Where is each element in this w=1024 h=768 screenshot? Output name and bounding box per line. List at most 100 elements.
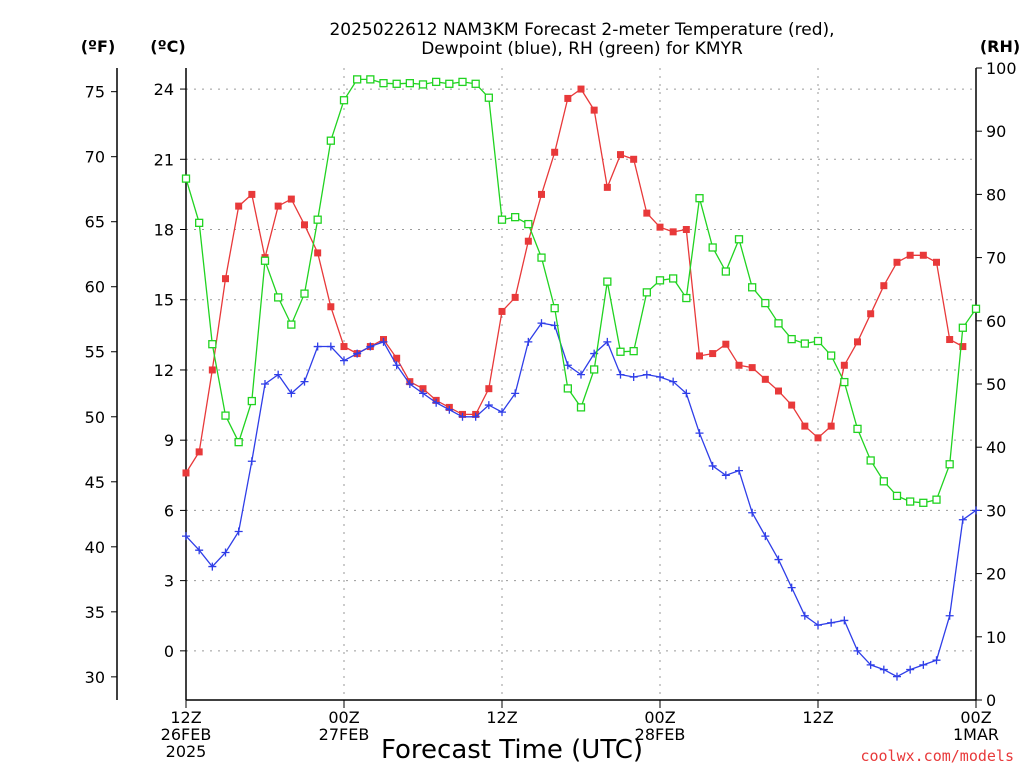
temperature-point — [748, 364, 756, 372]
temperature-point — [827, 422, 835, 430]
dewpoint-point — [234, 527, 243, 536]
celsius-tick-label: 6 — [164, 501, 174, 520]
celsius-tick-label: 0 — [164, 642, 174, 661]
dewpoint-point — [774, 555, 783, 564]
data-series — [181, 75, 981, 681]
rh-point — [774, 319, 783, 328]
rh-point — [418, 80, 428, 89]
rh-point — [497, 215, 507, 224]
fahrenheit-tick-label: 30 — [85, 668, 105, 687]
dewpoint-point — [642, 370, 651, 379]
rh-point — [761, 298, 770, 308]
temperature-point — [208, 366, 216, 374]
rh-point — [524, 219, 533, 229]
rh-point — [379, 79, 388, 88]
dewpoint-point — [498, 408, 506, 417]
dewpoint-point — [471, 412, 480, 421]
temperature-point — [617, 151, 624, 159]
dewpoint-point — [840, 616, 849, 625]
fahrenheit-tick-label: 45 — [85, 473, 105, 492]
temperature-point — [235, 202, 243, 210]
rh-tick-label: 20 — [986, 565, 1006, 584]
rh-point — [511, 213, 520, 222]
rh-point — [326, 136, 335, 145]
rh-point — [484, 93, 493, 102]
fahrenheit-tick-label: 55 — [85, 343, 105, 362]
fahrenheit-tick-label: 70 — [85, 148, 105, 167]
rh-point — [708, 243, 717, 252]
dewpoint-point — [274, 370, 283, 379]
rh-point — [800, 339, 809, 348]
rh-point — [748, 283, 757, 292]
dewpoint-point — [247, 457, 256, 466]
rh-point — [695, 194, 704, 203]
dewpoint-point — [787, 583, 796, 592]
time-tick-label: 12Z — [802, 708, 833, 727]
dewpoint-point — [893, 672, 901, 681]
rh-point — [300, 289, 309, 298]
temperature-point — [577, 85, 585, 93]
rh-tick-label: 90 — [986, 122, 1006, 141]
temperature-point — [933, 258, 940, 266]
time-tick-label: 26FEB — [161, 725, 212, 744]
dewpoint-point — [814, 621, 822, 630]
rh-point — [840, 377, 849, 387]
temperature-point — [498, 307, 506, 315]
celsius-tick-label: 18 — [154, 221, 174, 240]
series-dewpoint — [182, 319, 980, 681]
title-line-2: Dewpoint (blue), RH (green) for KMYR — [421, 39, 743, 59]
dewpoint-point — [405, 380, 414, 388]
rh-tick-label: 0 — [986, 691, 996, 710]
temperature-point — [919, 251, 927, 259]
axes: 0 3 6 9 12 15 18 21 24 30 35 40 45 50 55 60 65 70 75 0 10 20 3… — [85, 59, 1017, 761]
dewpoint-point — [261, 380, 269, 388]
dewpoint-point — [484, 401, 493, 410]
fahrenheit-tick-label: 35 — [85, 603, 105, 622]
temperature-point — [735, 361, 743, 369]
gridlines — [186, 68, 976, 700]
rh-point — [590, 365, 599, 374]
temperature-point — [867, 310, 875, 318]
temperature-point — [722, 340, 730, 348]
dewpoint-point — [682, 389, 691, 398]
temperature-point — [656, 223, 664, 231]
temperature-point — [538, 190, 545, 198]
rh-point — [906, 497, 915, 506]
temperature-point — [880, 282, 888, 290]
rh-point — [879, 477, 888, 486]
dewpoint-point — [300, 377, 309, 386]
time-tick-label: 28FEB — [635, 725, 686, 744]
dewpoint-point — [287, 389, 296, 398]
time-tick-label: 2025 — [166, 742, 207, 761]
rh-point — [405, 79, 414, 88]
dewpoint-point — [827, 618, 836, 627]
temperature-point — [603, 183, 611, 191]
temperature-point — [182, 469, 190, 477]
temperature-point — [775, 387, 782, 395]
temperature-point — [959, 343, 967, 351]
rh-point — [721, 267, 730, 276]
temperature-point — [840, 361, 848, 369]
time-tick-label: 12Z — [486, 708, 517, 727]
rh-tick-label: 10 — [986, 628, 1006, 647]
temperature-point — [287, 195, 295, 203]
rh-point — [945, 460, 954, 469]
temperature-point — [327, 303, 335, 311]
rh-point — [181, 174, 191, 183]
rh-point — [432, 77, 441, 87]
rh-point — [919, 498, 928, 507]
rh-tick-label: 50 — [986, 375, 1006, 394]
dewpoint-point — [221, 548, 230, 557]
dewpoint-point — [524, 337, 533, 346]
temperature-point — [696, 352, 703, 360]
series-rh — [181, 75, 981, 507]
fahrenheit-tick-label: 65 — [85, 213, 105, 232]
rh-tick-label: 40 — [986, 438, 1006, 457]
rh-point — [366, 75, 375, 84]
dewpoint-point — [800, 611, 809, 620]
dewpoint-point — [972, 506, 980, 515]
temperature-point — [643, 209, 651, 217]
time-tick-label: 00Z — [644, 708, 675, 727]
dewpoint-point — [735, 466, 743, 475]
